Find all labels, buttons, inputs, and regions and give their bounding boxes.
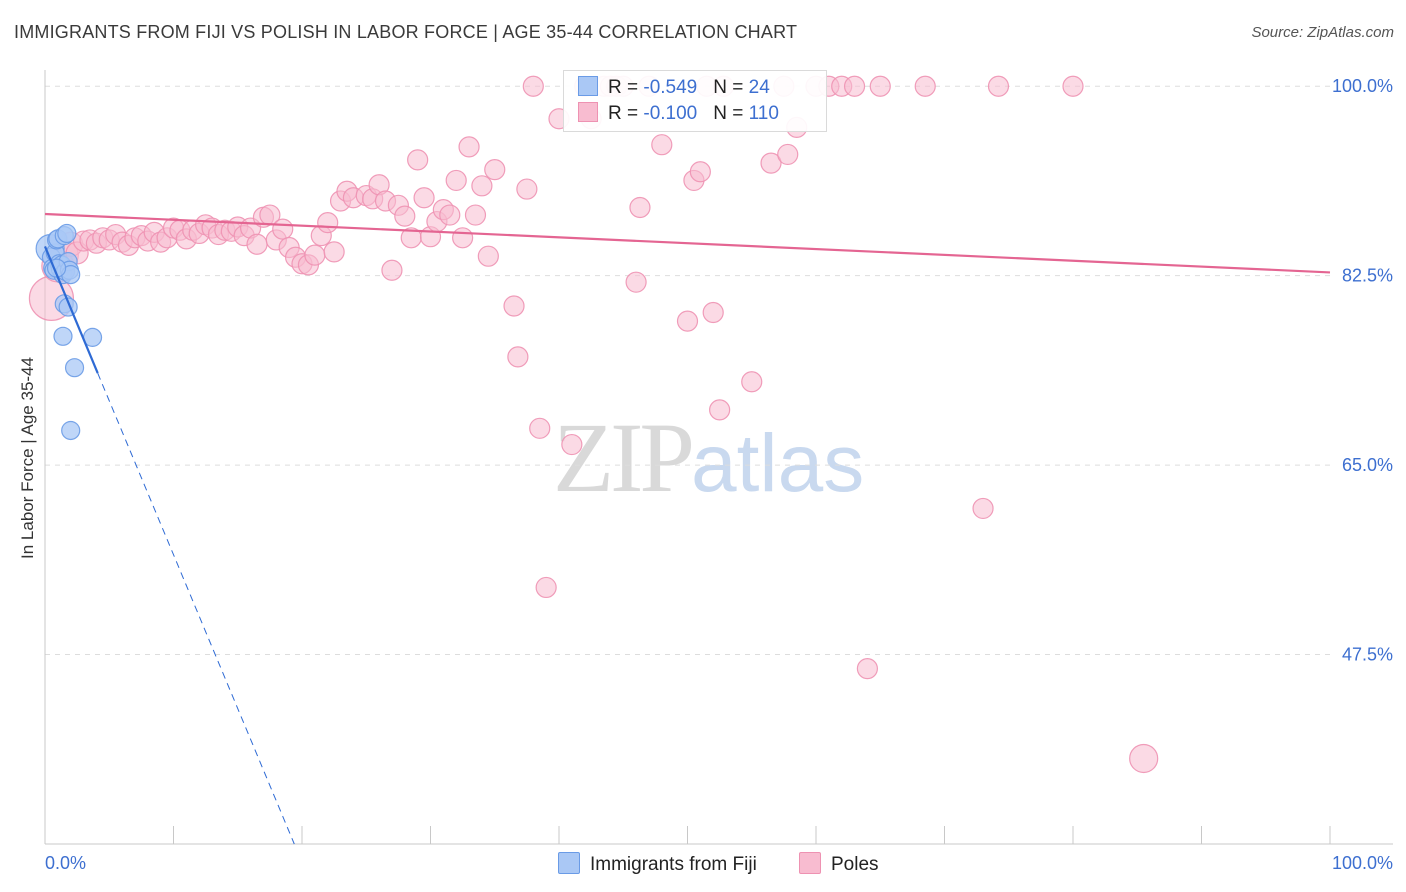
legend-row-fiji: R = -0.549 N = 24 — [578, 76, 770, 100]
fiji-trend-extension — [97, 372, 295, 845]
x-tick-label-min: 0.0% — [45, 853, 86, 873]
y-tick-label: 65.0% — [1342, 455, 1393, 475]
poles-point — [709, 399, 731, 421]
poles-point — [843, 75, 866, 97]
poles-point — [777, 143, 799, 166]
poles-point — [381, 259, 403, 281]
poles-point — [689, 161, 711, 183]
poles-point — [522, 75, 544, 97]
poles-r-label: R = — [608, 103, 644, 124]
poles-point — [856, 658, 879, 680]
poles-point — [407, 149, 429, 171]
poles-trend-line — [44, 212, 1331, 274]
legend-row-poles: R = -0.100 N = 110 — [578, 102, 779, 126]
fiji-trend-line — [43, 246, 99, 374]
y-tick-label: 47.5% — [1342, 645, 1393, 665]
poles-point — [246, 233, 268, 255]
poles-point — [987, 75, 1010, 97]
trend-layer — [43, 212, 1331, 845]
fiji-point — [64, 358, 85, 378]
poles-point — [625, 271, 647, 293]
poles-r-value: -0.100 — [643, 103, 698, 124]
fiji-r-label: R = — [608, 77, 644, 98]
poles-point — [394, 205, 416, 227]
poles-point — [1129, 743, 1159, 774]
zipatlas-watermark: ZIPatlas — [553, 400, 864, 515]
poles-point — [464, 204, 487, 226]
poles-point — [503, 295, 525, 317]
y-tick-label: 82.5% — [1342, 266, 1393, 286]
fiji-point — [61, 420, 81, 441]
fiji-n-label: N = — [713, 77, 749, 98]
poles-point — [702, 301, 724, 324]
fiji-point — [53, 326, 73, 346]
correlation-legend: R = -0.549 N = 24 R = -0.100 N = 110 — [563, 70, 827, 132]
poles-point — [760, 152, 782, 174]
poles-point — [676, 310, 699, 332]
poles-point — [452, 227, 474, 249]
x-tick-label-max: 100.0% — [1332, 853, 1393, 873]
poles-point — [507, 346, 529, 368]
poles-point — [535, 576, 557, 599]
watermark-zip: ZIP — [553, 402, 695, 513]
bottom-legend-fiji: Immigrants from Fiji — [558, 852, 757, 876]
points-layer — [28, 75, 1159, 774]
poles-point — [304, 244, 326, 266]
bottom-fiji-swatch — [558, 852, 580, 874]
poles-point — [477, 245, 499, 267]
fiji-swatch — [578, 76, 598, 96]
bottom-poles-label: Poles — [831, 854, 879, 875]
poles-point — [413, 187, 435, 209]
axis-layer — [44, 70, 1393, 845]
fiji-r-value: -0.549 — [643, 77, 698, 98]
bottom-poles-swatch — [799, 852, 821, 874]
poles-point — [458, 136, 480, 158]
poles-point — [629, 196, 651, 219]
y-tick-label: 100.0% — [1332, 76, 1393, 96]
poles-n-value: 110 — [748, 103, 779, 124]
poles-point — [272, 218, 294, 240]
poles-point — [516, 178, 538, 200]
poles-n-label: N = — [713, 103, 749, 124]
poles-point — [323, 241, 345, 263]
poles-point — [972, 497, 994, 520]
bottom-legend-poles: Poles — [799, 852, 879, 876]
poles-point — [741, 371, 763, 393]
poles-point — [869, 75, 891, 97]
fiji-n-value: 24 — [748, 77, 770, 98]
poles-point — [471, 175, 493, 197]
watermark-atlas: atlas — [691, 418, 865, 509]
poles-point — [561, 433, 583, 456]
grid-layer — [45, 85, 1330, 656]
tick-label-layer: 47.5% 65.0% 82.5% 100.0% 0.0% 100.0% — [45, 76, 1393, 873]
poles-point — [445, 169, 467, 192]
bottom-fiji-label: Immigrants from Fiji — [590, 854, 757, 875]
poles-point — [651, 134, 673, 156]
poles-point — [317, 212, 339, 234]
poles-point — [439, 204, 461, 226]
source-label: Source: ZipAtlas.com — [1251, 24, 1394, 41]
fiji-point — [57, 223, 77, 244]
chart-title: IMMIGRANTS FROM FIJI VS POLISH IN LABOR … — [14, 22, 798, 42]
poles-point — [529, 417, 551, 439]
poles-point — [914, 75, 936, 97]
poles-point — [1062, 75, 1084, 97]
poles-point — [484, 158, 506, 181]
poles-swatch — [578, 102, 598, 122]
